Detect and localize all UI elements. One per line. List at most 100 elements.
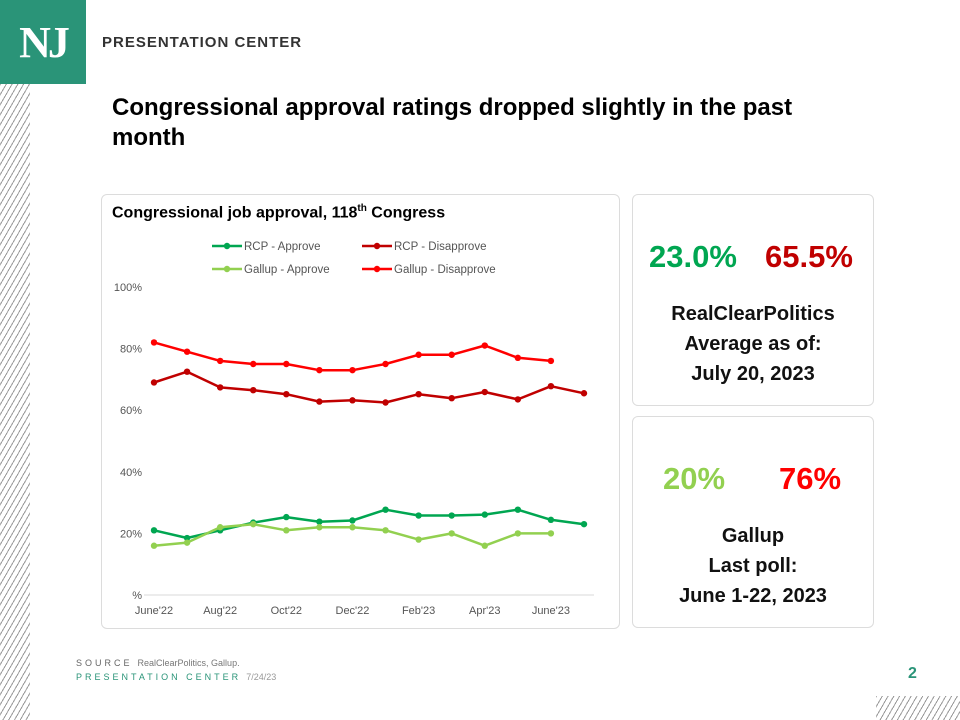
series-line bbox=[153, 508, 585, 540]
data-point bbox=[316, 518, 323, 525]
data-point bbox=[448, 530, 455, 537]
data-point bbox=[150, 339, 158, 346]
nj-logo: NJ bbox=[0, 0, 86, 84]
y-tick-label: 20% bbox=[120, 528, 142, 540]
legend-label: Gallup - Disapprove bbox=[394, 264, 496, 276]
source-line: SOURCE RealClearPolitics, Gallup. bbox=[76, 658, 240, 668]
gallup-disapprove-value: 76% bbox=[779, 461, 842, 496]
rcp-average-label: Average as of: bbox=[684, 333, 822, 355]
legend-marker bbox=[373, 265, 381, 273]
y-tick-label: 100% bbox=[114, 282, 142, 294]
data-point bbox=[349, 397, 356, 404]
rcp-disapprove-value: 65.5% bbox=[765, 239, 853, 274]
data-point bbox=[382, 527, 389, 534]
data-point bbox=[216, 357, 224, 365]
data-point bbox=[481, 542, 488, 549]
line-chart: % 20% 40% 60% 80% 100% June'22 Aug'22 Oct'22 Dec'… bbox=[114, 241, 594, 617]
chart-title-suffix: Congress bbox=[366, 204, 446, 222]
source-text: RealClearPolitics, Gallup. bbox=[137, 658, 240, 668]
data-point bbox=[448, 512, 455, 519]
legend-marker bbox=[223, 265, 231, 273]
chart-title-sup: th bbox=[357, 203, 367, 214]
data-point bbox=[514, 530, 522, 537]
data-point bbox=[415, 512, 422, 519]
data-point bbox=[481, 511, 488, 518]
brand-name: PRESENTATION CENTER bbox=[102, 34, 303, 51]
data-point bbox=[415, 390, 422, 398]
source-label: SOURCE bbox=[76, 658, 133, 668]
legend-label: Gallup - Approve bbox=[244, 264, 330, 276]
data-point bbox=[415, 351, 422, 358]
gallup-poll-label: Last poll: bbox=[708, 555, 798, 577]
data-point bbox=[283, 513, 290, 521]
data-point bbox=[448, 351, 455, 358]
data-point bbox=[316, 398, 323, 405]
data-point bbox=[250, 520, 257, 528]
chart-title-main: Congressional job approval, 118 bbox=[112, 204, 358, 222]
rcp-date: July 20, 2023 bbox=[691, 363, 815, 385]
data-point bbox=[514, 354, 522, 362]
data-point bbox=[183, 368, 191, 375]
gallup-date: June 1-22, 2023 bbox=[679, 585, 827, 607]
data-point bbox=[250, 360, 257, 368]
data-point bbox=[382, 360, 389, 368]
data-point bbox=[481, 342, 488, 349]
data-point bbox=[547, 530, 555, 537]
data-point bbox=[514, 506, 522, 513]
data-point bbox=[580, 390, 588, 397]
data-point bbox=[580, 520, 588, 528]
rcp-card: 23.0% 65.5% RealClearPolitics Average as… bbox=[632, 194, 874, 406]
data-point bbox=[349, 366, 356, 374]
data-point bbox=[382, 506, 389, 513]
data-point bbox=[183, 348, 191, 355]
y-tick-label: 40% bbox=[120, 467, 142, 479]
data-point bbox=[283, 360, 290, 368]
rcp-source-label: RealClearPolitics bbox=[671, 303, 835, 325]
x-tick-label: Dec'22 bbox=[336, 605, 370, 617]
x-tick-label: June'22 bbox=[135, 605, 173, 617]
legend-marker bbox=[223, 242, 231, 250]
x-tick-label: Feb'23 bbox=[402, 605, 435, 617]
data-point bbox=[415, 536, 422, 543]
data-point bbox=[547, 357, 555, 365]
footer-date: 7/24/23 bbox=[246, 672, 277, 682]
data-point bbox=[150, 379, 158, 386]
data-point bbox=[514, 396, 522, 403]
footer-label: PRESENTATION CENTER bbox=[76, 672, 242, 682]
gallup-approve-value: 20% bbox=[663, 461, 726, 496]
data-point bbox=[183, 539, 191, 546]
decorative-hatch-left bbox=[0, 84, 30, 720]
y-tick-label: % bbox=[132, 590, 142, 602]
chart-card: Congressional job approval, 118th Congre… bbox=[101, 194, 620, 629]
data-point bbox=[316, 524, 323, 531]
x-tick-label: June'23 bbox=[532, 605, 570, 617]
rcp-approve-value: 23.0% bbox=[649, 239, 737, 274]
y-tick-label: 60% bbox=[120, 405, 142, 417]
data-point bbox=[150, 527, 158, 534]
slide-title: Congressional approval ratings dropped s… bbox=[112, 94, 793, 151]
gallup-card: 20% 76% Gallup Last poll: June 1-22, 202… bbox=[632, 416, 874, 628]
footer-line: PRESENTATION CENTER 7/24/23 bbox=[76, 672, 276, 682]
y-tick-label: 80% bbox=[120, 344, 142, 356]
data-point bbox=[349, 517, 356, 524]
chart-title: Congressional job approval, 118th Congre… bbox=[112, 203, 445, 222]
x-tick-label: Apr'23 bbox=[469, 605, 500, 617]
data-point bbox=[216, 384, 224, 391]
decorative-hatch-bottom-right bbox=[876, 696, 960, 720]
data-point bbox=[283, 390, 290, 398]
data-point bbox=[382, 399, 389, 406]
series-line bbox=[153, 370, 585, 404]
legend-label: RCP - Disapprove bbox=[394, 241, 486, 253]
data-point bbox=[150, 542, 158, 549]
x-tick-label: Aug'22 bbox=[203, 605, 237, 617]
data-point bbox=[316, 366, 323, 374]
data-point bbox=[283, 527, 290, 534]
data-point bbox=[349, 524, 356, 531]
series-line bbox=[153, 341, 552, 372]
page-number: 2 bbox=[908, 665, 917, 682]
gallup-source-label: Gallup bbox=[721, 525, 785, 547]
data-point bbox=[216, 524, 224, 531]
data-point bbox=[448, 394, 455, 402]
data-point bbox=[547, 516, 555, 524]
data-point bbox=[183, 534, 191, 542]
